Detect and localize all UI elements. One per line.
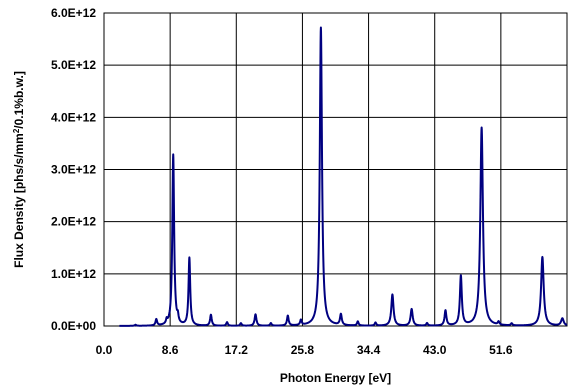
- y-tick-label: 5.0E+12: [51, 58, 96, 72]
- x-tick-label: 43.0: [423, 343, 447, 357]
- y-tick-label: 1.0E+12: [51, 267, 96, 281]
- x-axis-ticks: 0.0 8.6 17.2 25.8 34.4 43.0 51.6: [96, 343, 513, 357]
- grid-lines: [104, 13, 567, 326]
- x-axis-label: Photon Energy [eV]: [280, 371, 391, 385]
- x-tick-label: 51.6: [489, 343, 513, 357]
- x-tick-label: 17.2: [225, 343, 249, 357]
- flux-series-line: [118, 26, 568, 327]
- y-axis-ticks: 0.0E+00 1.0E+12 2.0E+12 3.0E+12 4.0E+12 5.0E+…: [51, 6, 96, 333]
- y-tick-label: 2.0E+12: [51, 215, 96, 229]
- plot-area-frame: [103, 12, 568, 327]
- y-tick-label: 4.0E+12: [51, 110, 96, 124]
- y-axis-label-sup: 2: [12, 128, 21, 133]
- x-tick-label: 34.4: [357, 343, 381, 357]
- y-tick-label: 6.0E+12: [51, 6, 96, 20]
- y-axis-label: Flux Density [phs/s/mm2/0.1%b.w.]: [12, 71, 27, 268]
- x-tick-label: 0.0: [96, 343, 113, 357]
- y-axis-label-tail: /0.1%b.w.]: [12, 71, 26, 129]
- x-tick-label: 25.8: [291, 343, 315, 357]
- x-tick-label: 8.6: [162, 343, 179, 357]
- y-axis-label-main: Flux Density [phs/s/mm: [12, 133, 26, 268]
- y-tick-label: 3.0E+12: [51, 163, 96, 177]
- y-tick-label: 0.0E+00: [51, 319, 96, 333]
